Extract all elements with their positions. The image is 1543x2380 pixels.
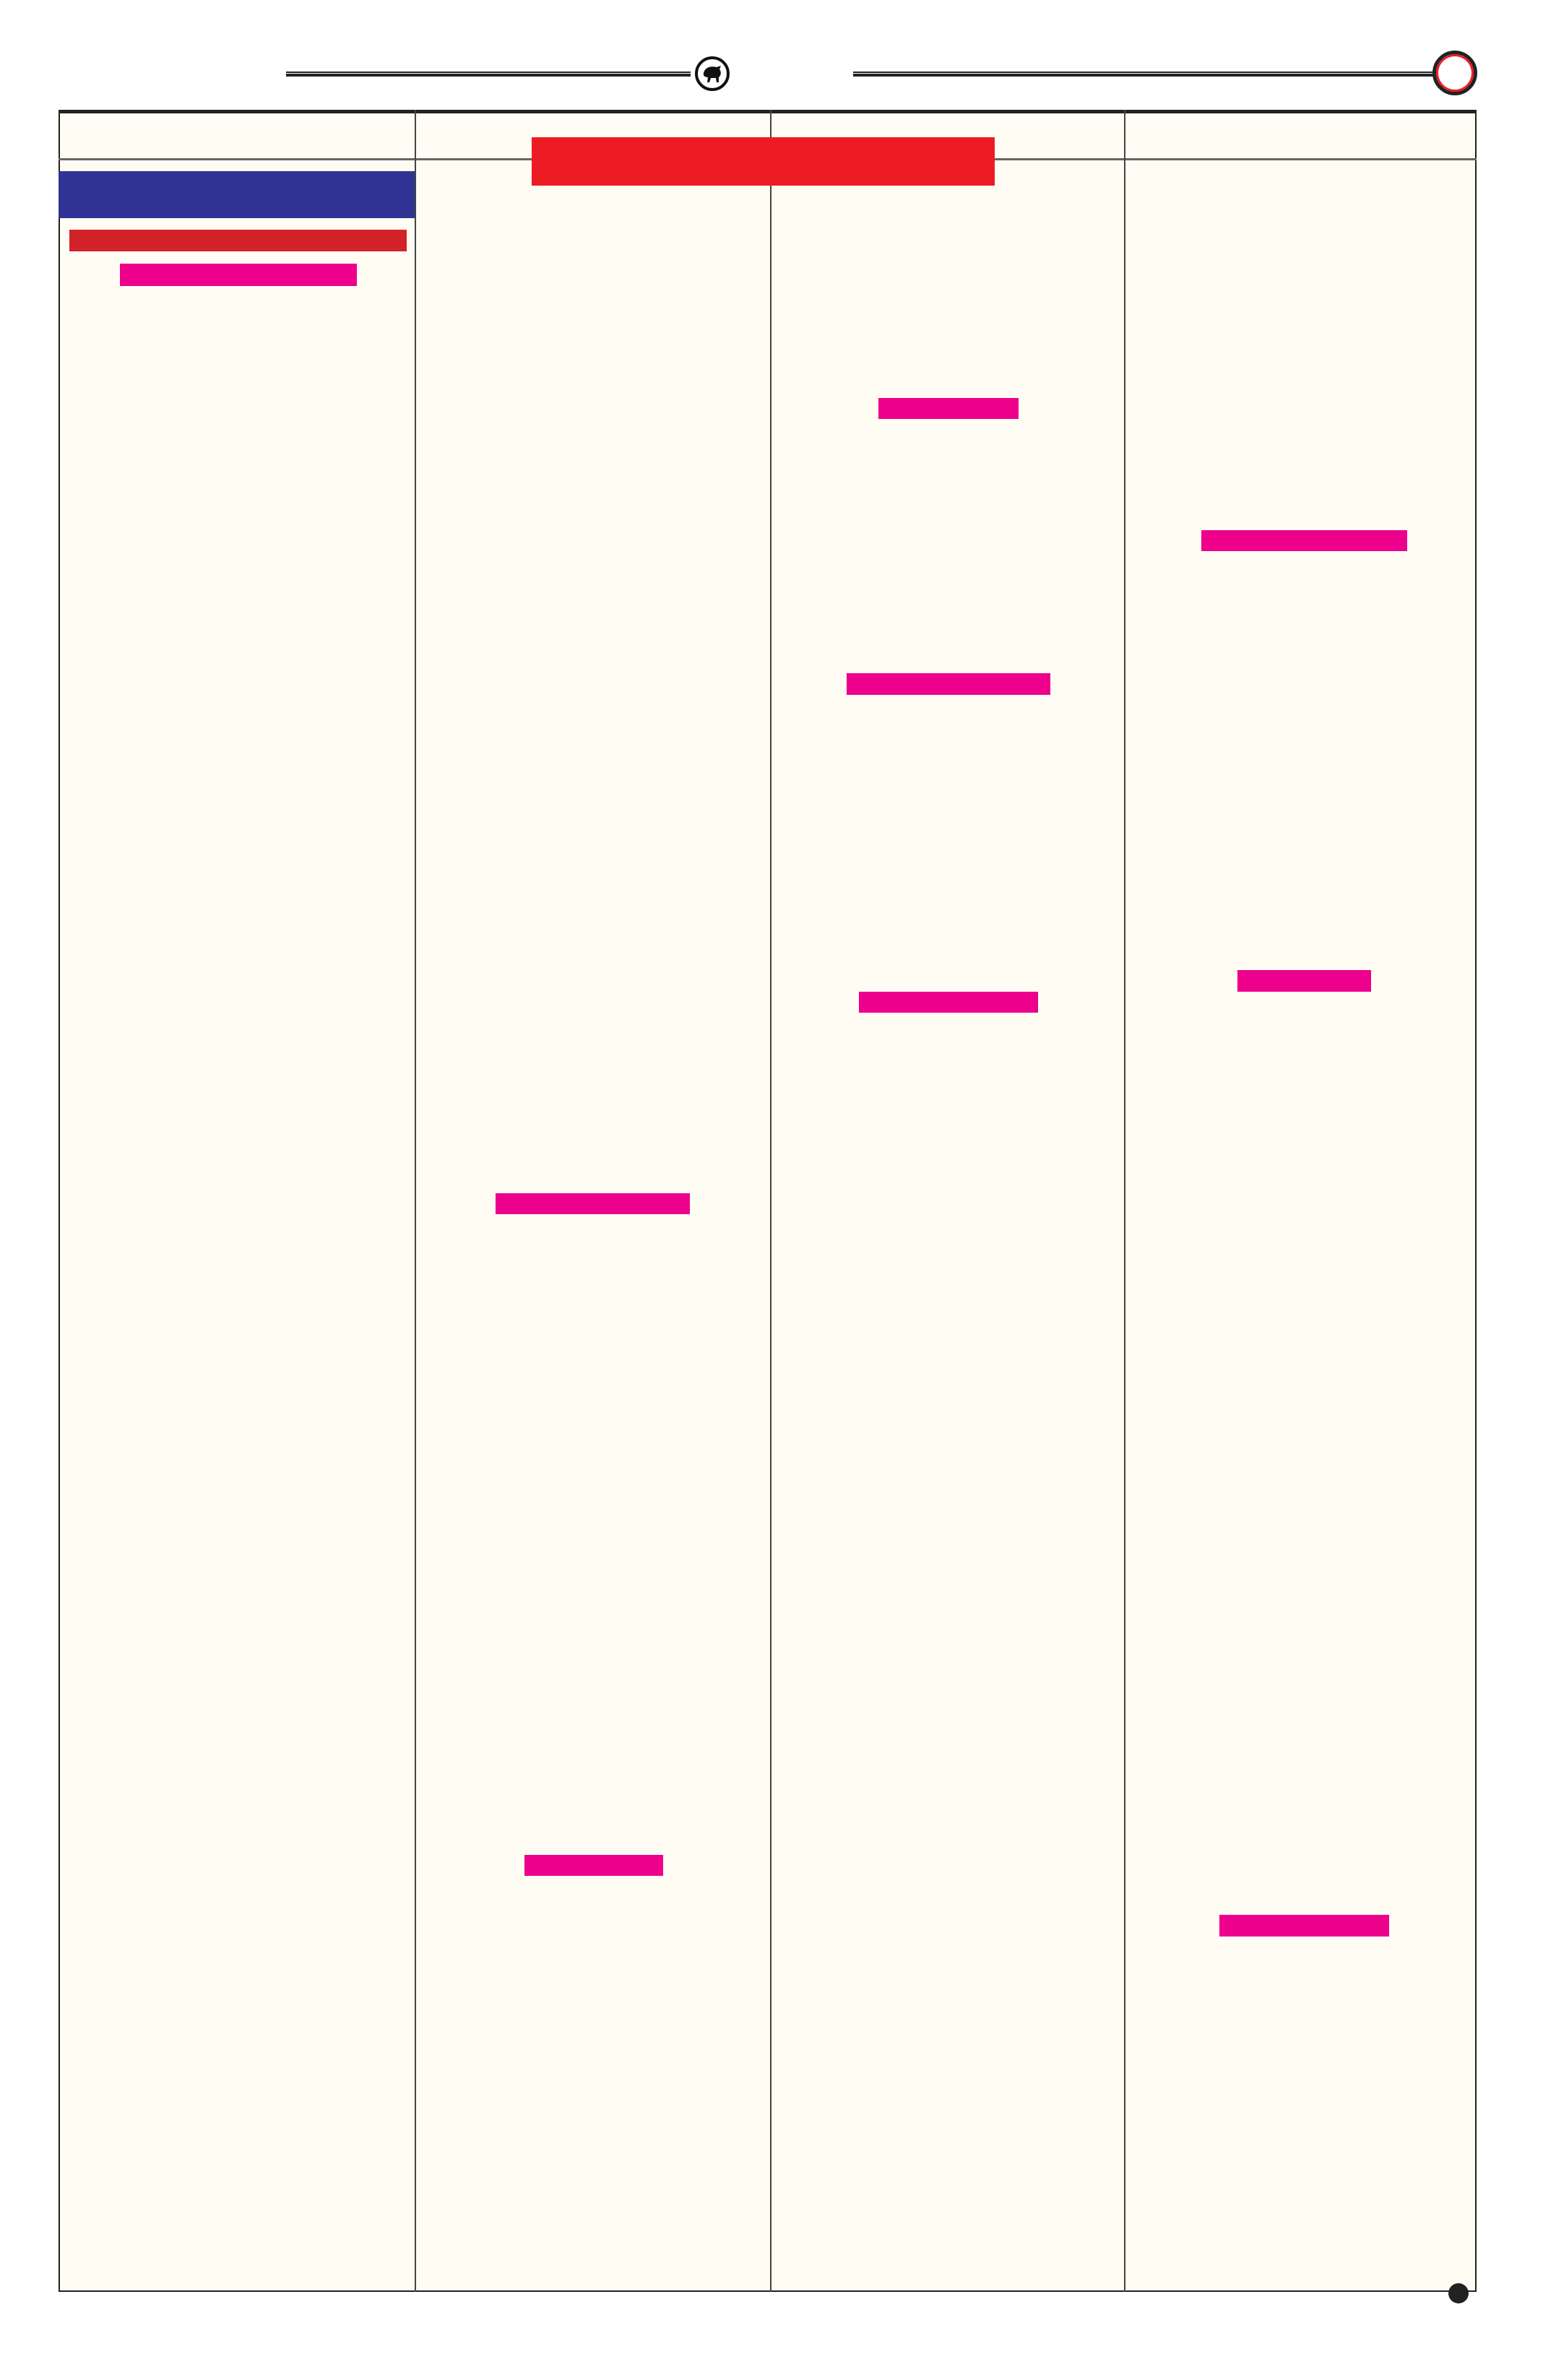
- header-rule-left: [286, 72, 691, 77]
- highlight-bar: [120, 264, 357, 286]
- highlight-bar: [1219, 1915, 1389, 1937]
- highlight-bar: [1237, 970, 1371, 992]
- highlight-bar: [859, 992, 1038, 1013]
- red-ring-icon: [1432, 51, 1477, 95]
- column-divider-3: [1124, 110, 1125, 2292]
- column-divider-1: [415, 110, 416, 2292]
- black-dot-icon: [1448, 2283, 1469, 2303]
- subheading-bar: [69, 230, 407, 251]
- bull-emblem-icon: [695, 56, 730, 91]
- highlight-bar: [878, 398, 1019, 419]
- highlight-bar: [1201, 530, 1407, 551]
- content-frame: [59, 110, 1477, 2292]
- highlight-bar: [847, 673, 1050, 695]
- column-divider-2: [770, 110, 772, 2292]
- highlight-bar: [524, 1855, 663, 1876]
- title-banner: [532, 137, 995, 186]
- highlight-bar: [496, 1193, 690, 1214]
- section-heading-block: [59, 171, 415, 218]
- header-rule-right: [853, 72, 1437, 77]
